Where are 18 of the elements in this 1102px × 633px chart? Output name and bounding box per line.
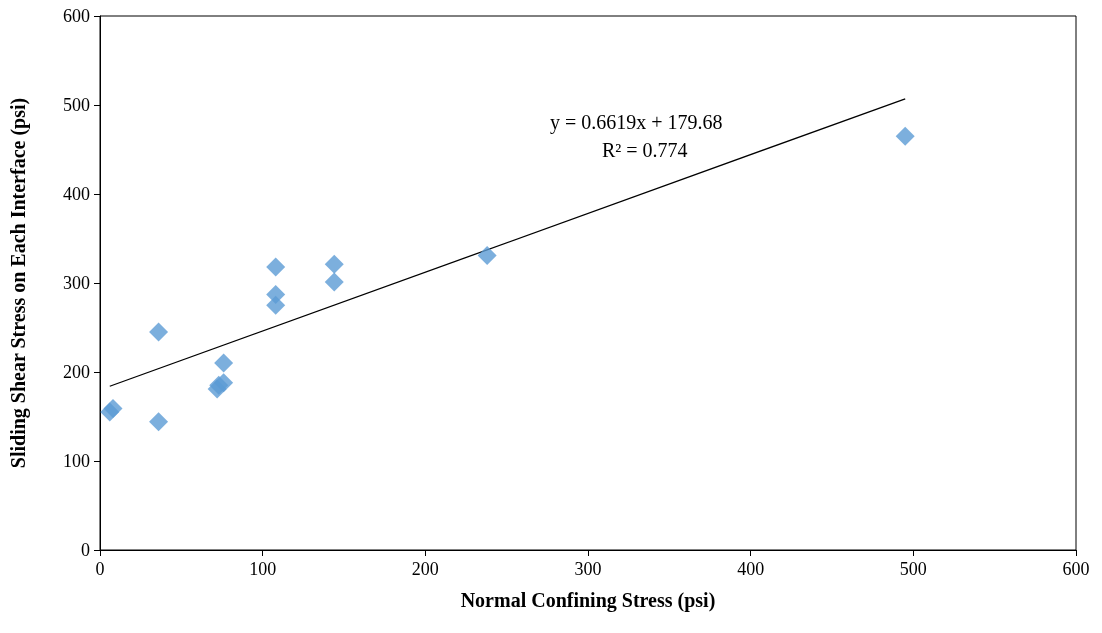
y-tick-label: 200	[63, 362, 90, 382]
x-tick-label: 200	[411, 559, 439, 579]
x-tick-label: 600	[1062, 559, 1090, 579]
y-tick-label: 100	[63, 451, 90, 471]
y-tick-label: 400	[63, 184, 90, 204]
annotation: y = 0.6619x + 179.68	[550, 111, 723, 134]
y-tick-label: 500	[63, 95, 90, 115]
annotation: R² = 0.774	[602, 139, 688, 161]
x-tick-label: 100	[249, 559, 277, 579]
x-tick-label: 500	[899, 559, 927, 579]
x-tick-label: 300	[574, 559, 602, 579]
y-axis-title: Sliding Shear Stress on Each Interface (psi)	[7, 97, 30, 469]
y-tick-label: 300	[63, 273, 90, 293]
x-tick-label: 0	[95, 559, 105, 579]
y-tick-label: 0	[81, 540, 90, 560]
y-tick-label: 600	[63, 6, 90, 26]
x-tick-label: 400	[737, 559, 765, 579]
x-axis-title: Normal Confining Stress (psi)	[460, 589, 716, 612]
